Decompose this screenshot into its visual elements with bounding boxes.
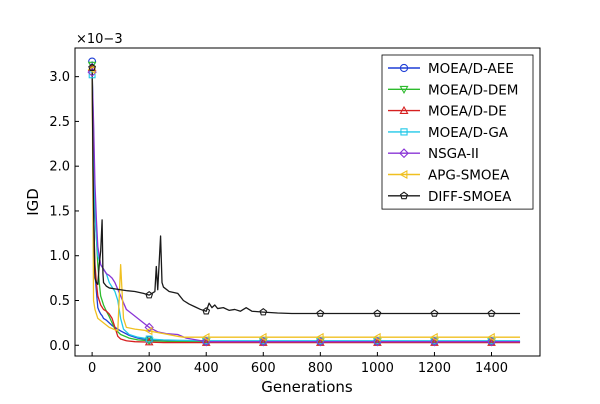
series-point xyxy=(372,332,381,342)
series-point xyxy=(259,308,268,316)
legend-label: APG-SMOEA xyxy=(428,168,510,184)
series-point xyxy=(486,332,495,342)
series-markers xyxy=(87,57,497,347)
legend-label: MOEA/D-AEE xyxy=(428,61,514,77)
plot-frame xyxy=(74,47,541,357)
legend-marker xyxy=(399,169,408,180)
series-point xyxy=(144,322,154,333)
series-line-nsga-ii xyxy=(91,72,521,343)
series-point xyxy=(373,309,382,317)
series-point xyxy=(145,335,153,343)
y-tick-label: 2.5 xyxy=(49,115,70,130)
series-line-apg-smoea xyxy=(91,69,521,338)
x-tick-label: 1400 xyxy=(475,361,508,376)
legend-marker xyxy=(399,191,409,200)
series-point xyxy=(144,326,153,336)
x-tick-label: 400 xyxy=(194,361,219,376)
series-point xyxy=(430,309,439,317)
legend-marker xyxy=(399,63,409,73)
x-tick-label: 1000 xyxy=(361,361,394,376)
series-point xyxy=(145,291,154,299)
y-axis-label: IGD xyxy=(24,188,42,216)
series-point xyxy=(88,63,96,71)
y-tick-label: 0.5 xyxy=(49,294,70,309)
legend-marker xyxy=(399,148,409,159)
series-line-moea-d-ga xyxy=(91,74,521,342)
legend: MOEA/D-AEE MOEA/D-DEM MOEA/D-DE MOEA/D-GA NS… xyxy=(381,54,534,210)
axis-ticks: 0 200 400 600 800 1000 1200 1400 0.0 0.5 1.0 1.5 2.0… xyxy=(49,70,508,376)
x-tick-label: 0 xyxy=(88,361,96,376)
legend-label: MOEA/D-DEM xyxy=(428,82,518,98)
legend-marker xyxy=(399,85,409,95)
series-point xyxy=(201,332,210,342)
series-point xyxy=(315,332,324,342)
legend-label: NSGA-II xyxy=(428,146,479,162)
y-tick-label: 0.0 xyxy=(49,339,70,354)
series-point xyxy=(316,309,325,317)
y-multiplier-label: ×10−3 xyxy=(76,32,123,47)
series-line-moea-d-de xyxy=(91,67,521,344)
series-point xyxy=(429,332,438,342)
series-lines xyxy=(91,61,521,344)
y-tick-label: 2.0 xyxy=(49,160,70,175)
x-tick-label: 800 xyxy=(308,361,333,376)
x-tick-label: 600 xyxy=(251,361,276,376)
x-tick-label: 200 xyxy=(137,361,162,376)
legend-label: MOEA/D-GA xyxy=(428,125,509,141)
x-axis-label: Generations xyxy=(261,378,353,396)
legend-marker xyxy=(400,128,408,136)
y-tick-label: 3.0 xyxy=(49,70,70,85)
legend-marker xyxy=(399,105,409,115)
legend-label: DIFF-SMOEA xyxy=(428,189,512,205)
y-tick-label: 1.5 xyxy=(49,204,70,219)
series-point xyxy=(487,309,496,317)
legend-label: MOEA/D-DE xyxy=(428,104,507,120)
series-point xyxy=(258,332,267,342)
x-tick-label: 1200 xyxy=(418,361,451,376)
series-line-diff-smoea xyxy=(91,67,521,315)
y-tick-label: 1.0 xyxy=(49,249,70,264)
series-point xyxy=(202,307,211,315)
